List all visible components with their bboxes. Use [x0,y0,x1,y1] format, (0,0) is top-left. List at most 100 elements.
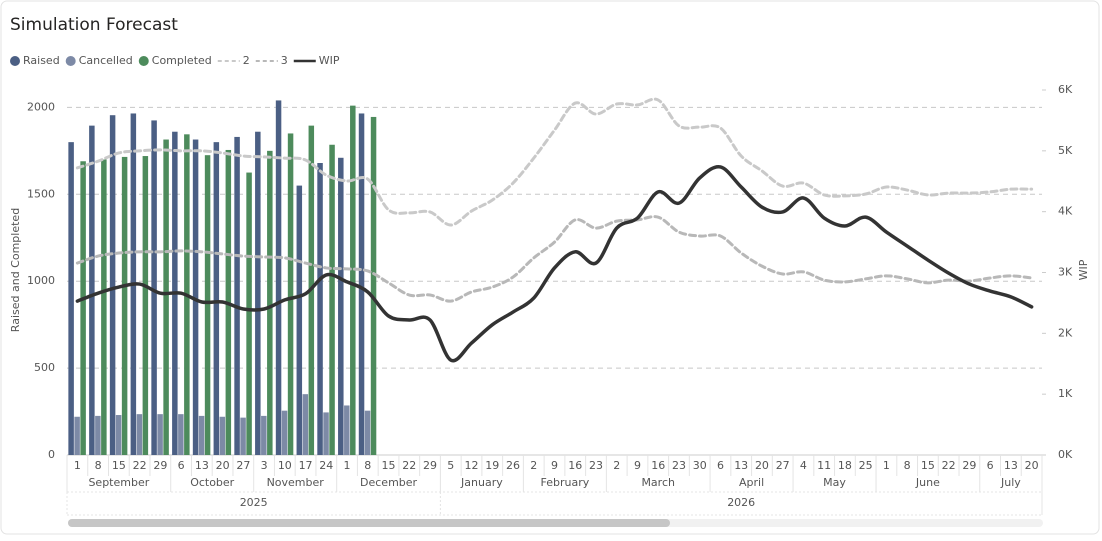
bar [142,156,149,456]
x-tick-label: 15 [382,459,396,472]
bar [370,116,377,455]
x-tick-label: 15 [921,459,935,472]
bar [115,415,122,455]
bar [329,144,335,455]
bar [317,163,323,455]
y-tick-label: 0 [48,448,55,461]
bar [95,415,101,455]
x-tick-label: 9 [634,459,641,472]
bar [302,394,309,455]
x-tick-label: 23 [672,459,686,472]
x-tick-label: 11 [817,459,831,472]
y2-axis-title: WIP [1077,259,1090,280]
legend-marker [138,56,149,66]
bar [101,159,107,455]
x-tick-label: 5 [447,459,454,472]
legend-label: 2 [243,54,250,67]
y-axis-title: Raised and Completed [9,208,22,332]
bar [213,142,220,455]
bar [157,414,163,455]
x-tick-label: 10 [278,459,292,472]
x-tick-label: 6 [178,459,185,472]
x-tick-label: 8 [364,459,371,472]
y2-tick-label: 4K [1058,205,1073,218]
legend-label: 3 [281,54,288,67]
x-tick-label: 18 [838,459,852,472]
y2-tick-label: 2K [1058,326,1073,339]
bar [323,412,329,455]
bar [178,414,184,455]
x-tick-label: 4 [800,459,807,472]
bar [344,405,350,455]
x-tick-label: 17 [299,459,313,472]
y2-tick-label: 3K [1058,266,1073,279]
bar [255,131,261,455]
bar [109,115,116,455]
x-tick-label: 1 [74,459,81,472]
month-label: February [540,476,589,489]
bar [74,416,80,455]
month-label: January [460,476,503,489]
chart-title: Simulation Forecast [10,15,178,35]
month-label: June [915,476,940,489]
bar [281,410,288,455]
x-tick-label: 29 [962,459,976,472]
x-tick-label: 8 [904,459,911,472]
bar [192,139,199,456]
legend-label: Completed [152,54,212,67]
x-tick-label: 22 [402,459,416,472]
x-tick-label: 2 [530,459,537,472]
bar [136,414,143,455]
scrollbar-thumb[interactable] [68,519,670,527]
y-tick-label: 500 [34,361,55,374]
x-tick-label: 29 [153,459,167,472]
bar [261,415,267,455]
x-tick-label: 30 [693,459,707,472]
year-label: 2025 [240,496,268,509]
month-label: May [823,476,846,489]
x-tick-label: 26 [506,459,520,472]
x-tick-label: 12 [465,459,479,472]
bar [338,157,344,456]
dashed-line [75,97,1034,227]
bar [246,172,252,456]
bar [364,410,371,455]
bar [151,120,157,456]
y2-tick-label: 6K [1058,83,1073,96]
month-label: July [1000,476,1021,489]
x-tick-label: 6 [987,459,994,472]
y2-tick-label: 1K [1058,387,1073,400]
y-tick-label: 2000 [27,100,55,113]
month-label: December [360,476,418,489]
month-label: October [190,476,234,489]
x-tick-label: 2 [613,459,620,472]
x-tick-label: 8 [95,459,102,472]
bar [287,133,294,455]
bar [358,113,365,455]
x-tick-label: 20 [1025,459,1039,472]
x-tick-label: 9 [551,459,558,472]
month-label: November [267,476,325,489]
legend-label: WIP [319,54,340,67]
x-tick-label: 3 [261,459,268,472]
x-tick-label: 23 [589,459,603,472]
x-tick-label: 1 [344,459,351,472]
x-tick-label: 6 [717,459,724,472]
x-tick-label: 29 [423,459,437,472]
dashed-line [75,215,1034,303]
y-tick-label: 1000 [27,274,55,287]
year-label: 2026 [727,496,755,509]
month-label: March [641,476,675,489]
x-tick-label: 24 [319,459,333,472]
x-tick-label: 1 [883,459,890,472]
x-tick-label: 16 [568,459,582,472]
x-tick-label: 20 [216,459,230,472]
bar [89,125,95,455]
month-label: September [88,476,149,489]
x-tick-label: 27 [236,459,250,472]
x-tick-label: 22 [133,459,147,472]
legend-label: Raised [23,54,60,67]
x-tick-label: 22 [942,459,956,472]
y2-tick-label: 5K [1058,144,1073,157]
